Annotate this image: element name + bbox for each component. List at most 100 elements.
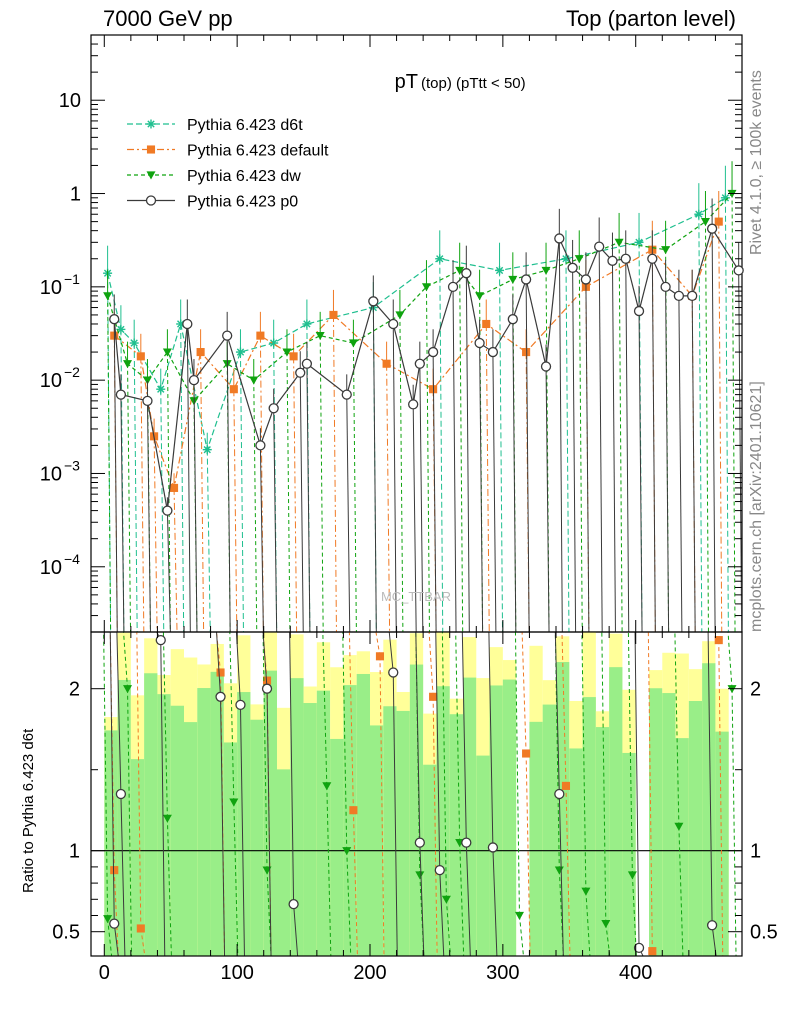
series-3-point-20 [487,346,499,358]
series-3-point-26 [580,274,592,285]
ratio-0-drop-6 [432,696,438,957]
series-3-point-33 [673,290,685,302]
series-2-drop-8 [319,335,324,633]
series-3-drop-35 [711,228,716,633]
ratio-1-rise-14 [627,631,633,876]
ratio-2-drop-5 [266,688,272,957]
ratio-y-tick-label-right-1: 1 [750,841,761,863]
series-3-drop-1 [120,394,125,633]
series-1-point-7 [289,352,298,361]
ratio-1-rise-8 [441,631,447,900]
series-2-drop-12 [459,270,464,633]
ratio-2-point-13 [633,942,645,954]
series-0-drop-4 [180,323,185,633]
ratio-band-inner-4 [157,694,171,956]
series-3-drop-28 [611,260,616,633]
legend-marker-3 [145,195,157,206]
series-1-point-16 [714,217,723,226]
series-3-drop-7 [259,445,264,633]
ratio-band-inner-43 [675,738,689,956]
main-y-tick-exp-0: −4 [64,551,80,567]
ratio-y-tick-label-2: 2 [69,679,80,701]
plot-title: pT [395,71,418,93]
series-0-point-2 [129,338,139,348]
ratio-1-rise-12 [581,631,587,892]
ratio-1-rise-1 [123,631,129,689]
ratio-band-inner-16 [316,690,331,956]
ratio-band-inner-8 [210,671,224,956]
ratio-1-rise-5 [322,631,328,786]
series-2-drop-10 [399,314,404,633]
series-1-drop-5 [233,389,238,633]
series-3-drop-32 [665,286,670,633]
header-energy: 7000 GeV pp [103,6,233,31]
series-3-drop-30 [638,311,643,633]
ratio-band-inner-41 [649,688,663,956]
series-3-drop-21 [512,319,517,633]
ratio-band-inner-11 [250,719,264,956]
series-2-point-8 [315,332,325,341]
ratio-1-drop-13 [605,923,611,957]
ratio-band-inner-32 [529,721,543,956]
ratio-band-inner-34 [556,662,570,956]
ratio-band-inner-23 [409,664,424,956]
ratio-1-point-13 [601,920,611,929]
x-tick-label-2: 200 [353,962,386,984]
ratio-2-rise-13 [634,631,640,948]
series-3-drop-36 [738,270,743,633]
series-1-point-1 [136,352,145,361]
series-3-drop-2 [146,400,151,633]
series-3-drop-25 [572,267,577,633]
series-1-drop-4 [200,352,205,633]
ratio-2-point-1 [115,788,127,800]
series-0-drop-14 [698,214,703,633]
series-0-point-3 [156,384,166,394]
series-1-drop-3 [173,487,178,633]
series-0-drop-15 [724,197,729,633]
series-0-point-6 [235,347,245,357]
ratio-band-inner-45 [702,663,716,956]
series-2-drop-0 [107,295,112,633]
ratio-band-inner-6 [184,722,198,956]
ratio-1-rise-15 [674,631,680,827]
series-3-point-15 [414,358,425,369]
ratio-band-inner-28 [476,755,490,956]
ratio-0-rise-4 [348,631,354,811]
ratio-y-tick-label-right-0: 0.5 [750,922,778,944]
main-y-tick-exp-2: −2 [64,364,80,380]
ratio-y-tick-label-right-2: 2 [750,679,761,701]
series-3-point-28 [607,255,618,266]
ratio-2-drop-4 [239,704,245,957]
ratio-1-rise-16 [727,631,733,689]
ratio-1-drop-1 [127,688,133,957]
series-3-point-2 [142,395,153,407]
ratio-2-drop-1 [120,793,126,957]
ratio-1-rise-10 [514,631,520,916]
ratio-0-drop-5 [379,656,385,957]
series-3-drop-17 [452,286,457,633]
series-3-point-36 [733,265,744,276]
ratio-0-point-7 [522,749,531,758]
ratio-2-point-6 [288,899,299,910]
series-3-point-19 [474,337,485,349]
series-3-drop-3 [166,510,171,633]
ratio-band-inner-33 [542,704,556,956]
ratio-band-inner-7 [197,688,211,956]
series-1-point-11 [482,319,491,329]
ratio-1-point-5 [322,782,332,791]
main-y-tick-label-0: 10 [40,557,62,579]
ratio-0-drop-7 [525,753,531,957]
series-3-point-18 [461,268,472,279]
series-3-point-13 [388,318,399,330]
series-3-drop-0 [113,319,118,633]
analysis-watermark: MC_TTBAR [381,589,451,604]
ratio-2-point-5 [261,683,273,694]
ratio-2-rise-10 [461,631,467,843]
series-2-point-11 [421,283,431,292]
series-2-point-3 [162,348,172,357]
main-y-tick-exp-1: −3 [64,457,80,473]
ratio-1-point-2 [162,814,172,823]
ratio-band-inner-26 [449,714,463,956]
ratio-band-inner-3 [144,673,158,956]
ratio-0-drop-1 [140,928,146,957]
